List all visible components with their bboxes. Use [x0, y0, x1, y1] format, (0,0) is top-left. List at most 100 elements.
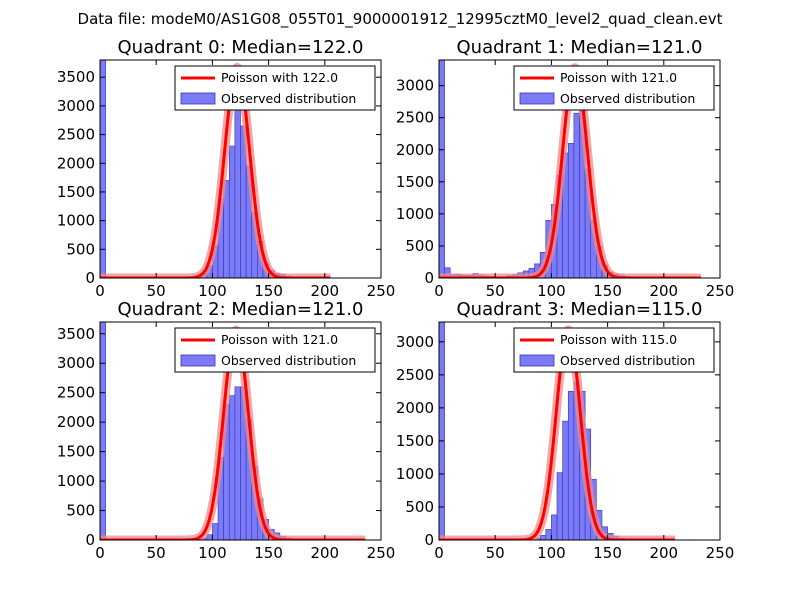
legend-observed-label: Observed distribution	[221, 353, 356, 368]
histogram-bar	[206, 534, 213, 540]
y-tick-label: 500	[405, 237, 434, 255]
legend-poisson-label: Poisson with 115.0	[560, 332, 677, 347]
histogram-bar	[228, 145, 236, 278]
chart-panels: Quadrant 0: Median=122.00 50 100 150 200 2500…	[57, 37, 735, 562]
y-tick-label: 1000	[396, 465, 434, 483]
histogram-bar	[228, 395, 236, 540]
x-tick-label: 250	[367, 282, 396, 300]
legend: Poisson with 121.0 Observed distribution	[174, 327, 376, 373]
x-tick-label: 250	[706, 282, 735, 300]
y-tick-label: 1500	[57, 443, 95, 461]
legend: Poisson with 121.0 Observed distribution	[513, 65, 715, 111]
legend-observed-label: Observed distribution	[221, 91, 356, 106]
legend-observed-label: Observed distribution	[560, 91, 695, 106]
quadrant-panel-1: Quadrant 1: Median=121.00 50 100 150 200 2500…	[396, 37, 735, 300]
y-tick-label: 2000	[57, 154, 95, 172]
y-tick-label: 1500	[57, 183, 95, 201]
histogram-bar	[234, 386, 241, 540]
axes-frame	[438, 321, 721, 541]
legend: Poisson with 115.0 Observed distribution	[513, 327, 715, 373]
panel-title: Quadrant 1: Median=121.0	[457, 37, 703, 58]
x-tick-label: 100	[537, 544, 566, 562]
legend-poisson-label: Poisson with 121.0	[221, 332, 338, 347]
y-tick-label: 2000	[57, 413, 95, 431]
y-tick-label: 2000	[396, 399, 434, 417]
axes-frame	[99, 59, 382, 279]
histogram-bar	[444, 267, 451, 278]
y-tick-label: 500	[66, 240, 95, 258]
y-tick-label: 3500	[57, 325, 95, 343]
legend-observed-label: Observed distribution	[560, 353, 695, 368]
x-tick-label: 50	[486, 282, 505, 300]
histogram-bar	[100, 60, 106, 278]
axes-frame	[438, 59, 721, 279]
y-tick-label: 3000	[396, 77, 434, 95]
y-tick-label: 2500	[57, 126, 95, 144]
x-tick-label: 0	[95, 544, 105, 562]
histogram-bar	[212, 523, 219, 540]
y-tick-label: 1500	[396, 432, 434, 450]
quadrant-panel-2: Quadrant 2: Median=121.00 50 100 150 200 2500…	[57, 299, 396, 562]
histogram-bar	[439, 60, 445, 278]
y-tick-label: 2000	[396, 141, 434, 159]
x-tick-label: 150	[593, 282, 622, 300]
y-tick-label: 3500	[57, 68, 95, 86]
quadrant-panel-3: Quadrant 3: Median=115.00 50 100 150 200 2500…	[396, 299, 735, 562]
panel-title: Quadrant 0: Median=122.0	[118, 37, 364, 58]
x-tick-label: 250	[367, 544, 396, 562]
legend: Poisson with 122.0 Observed distribution	[174, 65, 376, 111]
x-tick-label: 200	[649, 544, 678, 562]
histogram-bar	[234, 105, 241, 278]
x-tick-label: 200	[310, 282, 339, 300]
y-tick-label: 500	[66, 502, 95, 520]
x-tick-label: 50	[147, 544, 166, 562]
histogram-bar	[100, 322, 106, 540]
x-tick-label: 50	[486, 544, 505, 562]
y-tick-label: 1000	[57, 212, 95, 230]
x-tick-label: 0	[434, 544, 444, 562]
legend-observed-swatch	[180, 92, 216, 105]
histogram-bar	[439, 322, 445, 540]
poisson-curve	[439, 328, 676, 540]
y-tick-label: 1000	[57, 472, 95, 490]
histogram-bar	[562, 420, 569, 540]
y-tick-label: 3000	[57, 97, 95, 115]
y-tick-label: 2500	[396, 366, 434, 384]
legend-observed-swatch	[519, 92, 555, 105]
histogram-bar	[573, 112, 580, 278]
y-tick-label: 0	[85, 269, 95, 287]
x-tick-label: 0	[95, 282, 105, 300]
legend-poisson-label: Poisson with 121.0	[560, 70, 677, 85]
axes-frame	[99, 321, 382, 541]
y-tick-label: 0	[424, 531, 434, 549]
legend-observed-swatch	[180, 354, 216, 367]
y-tick-label: 3000	[396, 333, 434, 351]
x-tick-label: 150	[254, 282, 283, 300]
x-tick-label: 250	[706, 544, 735, 562]
x-tick-label: 100	[198, 544, 227, 562]
x-tick-label: 200	[649, 282, 678, 300]
panel-title: Quadrant 3: Median=115.0	[457, 299, 703, 320]
legend-observed-swatch	[519, 354, 555, 367]
y-tick-label: 1000	[396, 205, 434, 223]
y-tick-label: 0	[424, 269, 434, 287]
x-tick-label: 100	[537, 282, 566, 300]
quadrant-panel-0: Quadrant 0: Median=122.00 50 100 150 200 2500…	[57, 37, 396, 300]
figure-suptitle: Data file: modeM0/AS1G08_055T01_90000019…	[78, 10, 723, 29]
histogram-bar	[539, 535, 547, 540]
x-tick-label: 150	[254, 544, 283, 562]
x-tick-label: 100	[198, 282, 227, 300]
y-tick-label: 0	[85, 531, 95, 549]
y-tick-label: 1500	[396, 173, 434, 191]
histogram-bar	[551, 514, 558, 540]
histogram-bar	[556, 472, 563, 540]
histogram-bar	[567, 391, 575, 540]
x-tick-label: 200	[310, 544, 339, 562]
x-tick-label: 150	[593, 544, 622, 562]
histogram-bar	[567, 143, 575, 278]
y-tick-label: 2500	[57, 384, 95, 402]
y-tick-label: 2500	[396, 109, 434, 127]
x-tick-label: 0	[434, 282, 444, 300]
panel-title: Quadrant 2: Median=121.0	[118, 299, 364, 320]
